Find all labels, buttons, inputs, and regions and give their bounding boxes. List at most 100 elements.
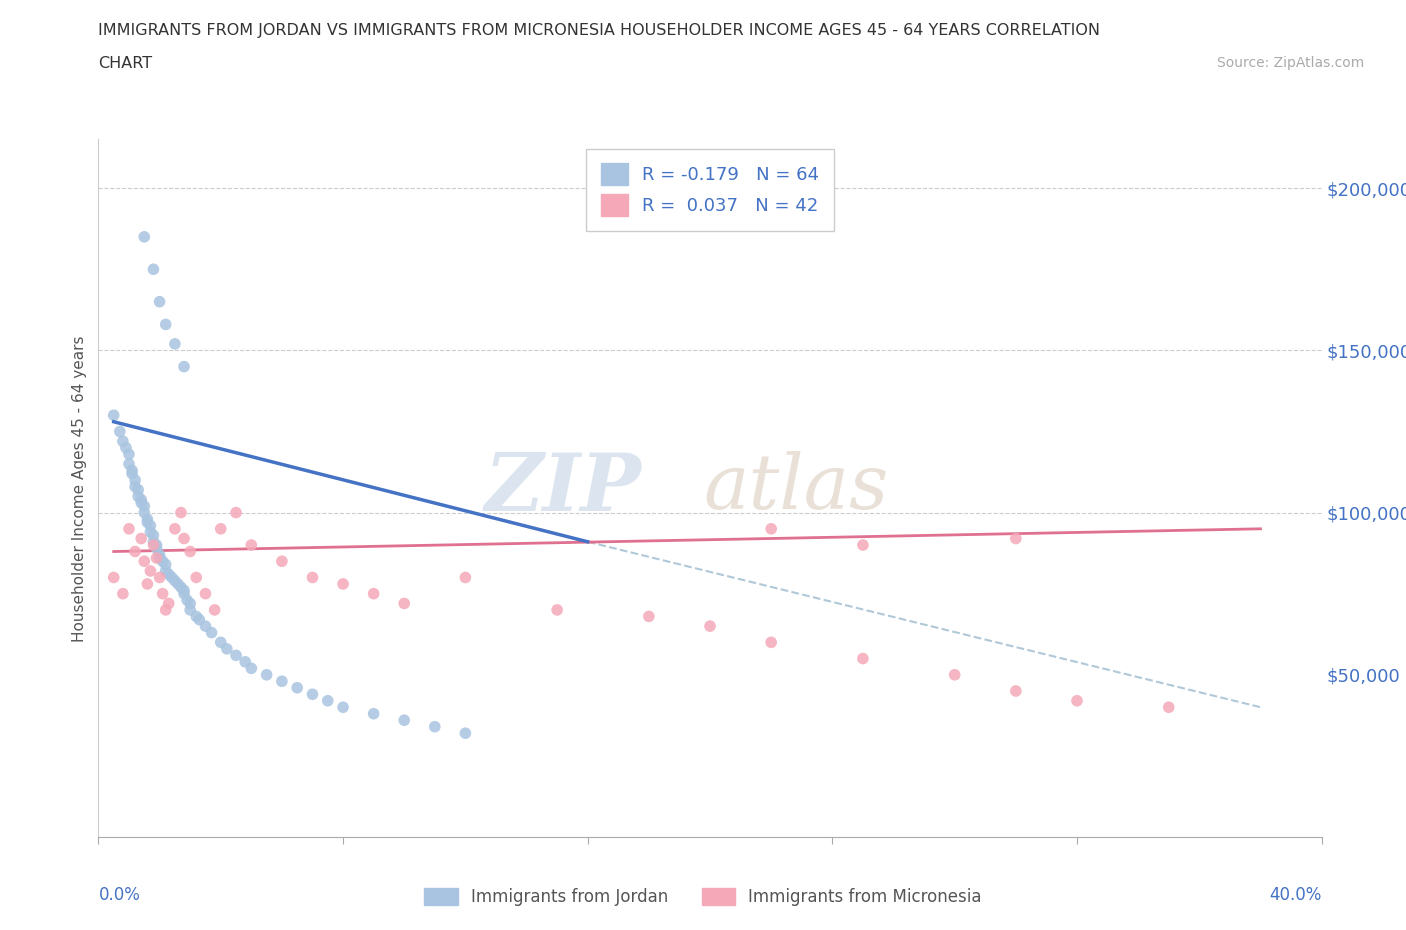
Point <box>142 262 165 277</box>
Point <box>134 505 156 520</box>
Point <box>160 570 183 585</box>
Point <box>209 635 232 650</box>
Point <box>145 541 167 556</box>
Point <box>134 553 156 568</box>
Point <box>139 564 162 578</box>
Point <box>943 668 966 683</box>
Point <box>188 612 211 627</box>
Point <box>134 230 156 245</box>
Point <box>270 674 292 689</box>
Point <box>118 457 141 472</box>
Point <box>121 463 143 478</box>
Point <box>194 586 217 601</box>
Point <box>233 655 256 670</box>
Point <box>179 544 201 559</box>
Point <box>118 522 141 537</box>
Text: 0.0%: 0.0% <box>98 885 141 904</box>
Point <box>129 496 152 511</box>
Point <box>129 492 152 507</box>
Point <box>139 518 162 533</box>
Point <box>301 570 323 585</box>
Point <box>1004 531 1026 546</box>
Point <box>167 577 190 591</box>
Point <box>173 359 195 374</box>
Point <box>285 681 308 696</box>
Text: atlas: atlas <box>703 451 889 525</box>
Point <box>103 408 125 423</box>
Text: Source: ZipAtlas.com: Source: ZipAtlas.com <box>1216 56 1364 70</box>
Point <box>142 535 165 550</box>
Y-axis label: Householder Income Ages 45 - 64 years: Householder Income Ages 45 - 64 years <box>72 335 87 642</box>
Point <box>142 528 165 543</box>
Point <box>127 483 149 498</box>
Point <box>1004 684 1026 698</box>
Point <box>173 531 195 546</box>
Point <box>392 712 416 727</box>
Point <box>155 317 177 332</box>
Point <box>136 515 159 530</box>
Point <box>392 596 416 611</box>
Point <box>163 522 186 537</box>
Legend: Immigrants from Jordan, Immigrants from Micronesia: Immigrants from Jordan, Immigrants from … <box>418 881 988 912</box>
Point <box>129 531 152 546</box>
Point <box>139 525 162 539</box>
Point <box>149 548 172 563</box>
Point <box>149 551 172 565</box>
Point <box>301 687 323 702</box>
Text: ZIP: ZIP <box>485 449 641 527</box>
Point <box>256 668 278 683</box>
Point <box>170 579 193 594</box>
Point <box>215 642 238 657</box>
Point <box>115 440 138 455</box>
Point <box>124 479 146 494</box>
Point <box>157 566 180 581</box>
Point <box>170 505 193 520</box>
Point <box>225 505 247 520</box>
Point <box>423 719 446 734</box>
Point <box>204 603 226 618</box>
Point <box>186 609 208 624</box>
Point <box>852 538 875 552</box>
Point <box>145 551 167 565</box>
Point <box>363 586 385 601</box>
Point <box>225 648 247 663</box>
Point <box>852 651 875 666</box>
Point <box>124 544 146 559</box>
Point <box>121 466 143 481</box>
Point <box>316 693 339 708</box>
Legend: R = -0.179   N = 64, R =  0.037   N = 42: R = -0.179 N = 64, R = 0.037 N = 42 <box>586 149 834 231</box>
Point <box>124 472 146 487</box>
Point <box>1157 699 1180 714</box>
Point <box>240 661 263 676</box>
Point <box>111 586 134 601</box>
Point <box>209 522 232 537</box>
Point <box>546 603 568 618</box>
Point <box>186 570 208 585</box>
Point <box>163 337 186 352</box>
Point <box>103 570 125 585</box>
Point <box>152 553 174 568</box>
Point <box>163 573 186 588</box>
Point <box>176 592 198 607</box>
Point <box>127 489 149 504</box>
Point <box>142 538 165 552</box>
Point <box>134 498 156 513</box>
Point <box>332 699 354 714</box>
Point <box>136 512 159 526</box>
Point <box>149 294 172 309</box>
Point <box>240 538 263 552</box>
Point <box>194 618 217 633</box>
Point <box>270 553 292 568</box>
Point <box>637 609 661 624</box>
Point <box>152 586 174 601</box>
Text: 40.0%: 40.0% <box>1270 885 1322 904</box>
Point <box>179 596 201 611</box>
Point <box>332 577 354 591</box>
Text: CHART: CHART <box>98 56 152 71</box>
Point <box>699 618 721 633</box>
Point <box>108 424 131 439</box>
Point <box>157 596 180 611</box>
Point <box>1066 693 1088 708</box>
Point <box>145 538 167 552</box>
Point <box>155 564 177 578</box>
